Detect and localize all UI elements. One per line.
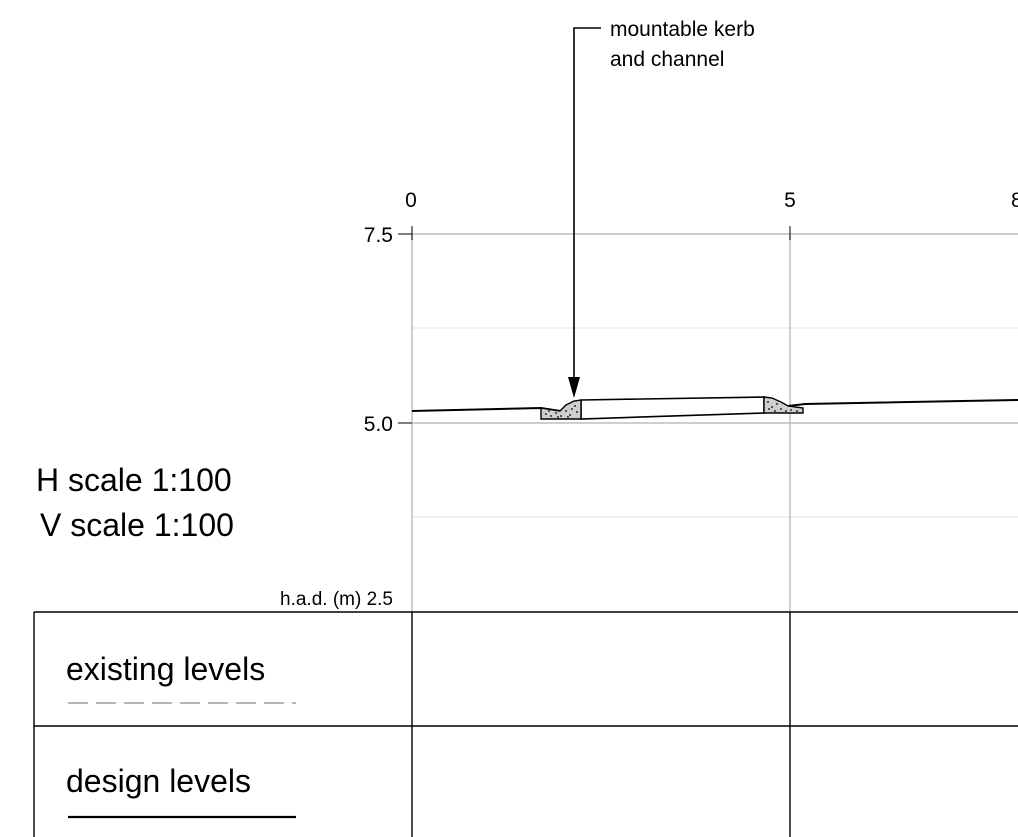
kerb-hatch-right bbox=[767, 401, 798, 412]
callout-text-line2: and channel bbox=[610, 48, 724, 71]
ground-line-left bbox=[411, 406, 561, 412]
ground-line-right bbox=[787, 399, 1018, 407]
table-row-label-design: design levels bbox=[66, 763, 251, 799]
chainage-label-8: 8 bbox=[1011, 189, 1018, 212]
kerb-hatch-left bbox=[545, 405, 578, 418]
h-scale-note: H scale 1:100 bbox=[36, 462, 232, 498]
v-scale-note: V scale 1:100 bbox=[40, 507, 234, 543]
table-row-label-existing: existing levels bbox=[66, 651, 265, 687]
datum-label: h.a.d. (m) 2.5 bbox=[280, 589, 393, 610]
chainage-label-5: 5 bbox=[784, 189, 796, 212]
chainage-label-0: 0 bbox=[405, 189, 417, 212]
kerb-channel-left bbox=[540, 399, 582, 420]
levels-table bbox=[33, 611, 1018, 837]
callout-leader-line bbox=[573, 27, 601, 380]
kerb-channel-right bbox=[763, 396, 804, 414]
footpath-section bbox=[580, 396, 765, 420]
callout-arrowhead bbox=[568, 377, 580, 398]
level-label-7-5: 7.5 bbox=[364, 224, 393, 247]
level-label-5-0: 5.0 bbox=[364, 413, 393, 436]
callout-text-line1: mountable kerb bbox=[610, 18, 755, 41]
